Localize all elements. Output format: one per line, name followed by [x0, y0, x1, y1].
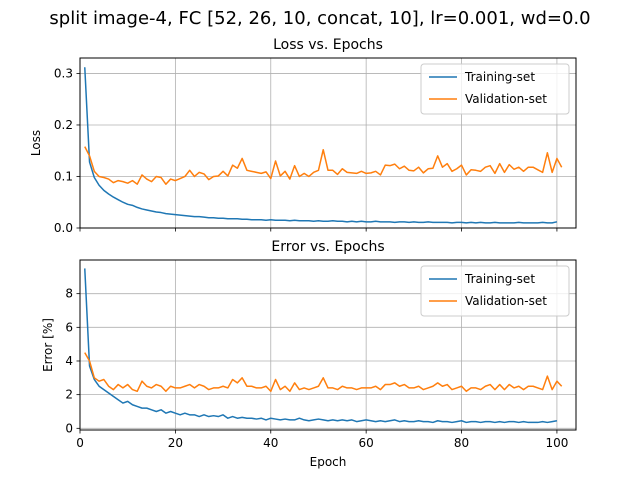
error-title: Error vs. Epochs [271, 239, 384, 255]
error-legend-label-training: Training-set [464, 272, 535, 286]
loss-plot-area: 0.0 0.1 0.2 0.3 Training-set Validation-set [54, 57, 577, 235]
loss-ytick-label-0: 0.0 [54, 221, 73, 235]
loss-subplot: Loss vs. Epochs 0.0 0.1 0.2 0.3 Training-se… [29, 37, 577, 235]
error-axes-frame [79, 259, 577, 431]
error-ylabel: Error [%] [41, 318, 55, 372]
loss-series-line-training [84, 67, 558, 224]
loss-legend-label-training: Training-set [464, 70, 535, 84]
loss-series-line-validation [84, 146, 563, 185]
loss-legend-label-validation: Validation-set [465, 92, 547, 106]
error-legend-box [420, 265, 570, 317]
error-series-line-validation [84, 352, 563, 393]
error-legend: Training-set Validation-set [420, 265, 570, 317]
error-ytick-label-2: 4 [65, 354, 73, 368]
loss-title: Loss vs. Epochs [273, 37, 383, 53]
error-legend-label-validation: Validation-set [465, 294, 547, 308]
error-xtick-label-5: 100 [545, 436, 568, 450]
loss-legend-box [420, 63, 570, 115]
error-ytick-label-1: 2 [65, 388, 73, 402]
loss-ytick-label-1: 0.1 [54, 169, 73, 183]
loss-ticks: 0.0 0.1 0.2 0.3 [54, 66, 558, 235]
figure-suptitle: split image-4, FC [52, 26, 10, concat, 1… [49, 8, 590, 29]
error-plot-area: 0 20 40 60 80 100 0 2 4 6 8 Training-set Validation… [65, 259, 577, 450]
loss-legend: Training-set Validation-set [420, 63, 570, 115]
error-xtick-label-0: 0 [76, 436, 84, 450]
error-xlabel: Epoch [310, 455, 347, 469]
error-subplot: Error vs. Epochs 0 20 40 60 80 100 0 2 4 6 8 Train… [41, 239, 577, 469]
error-ytick-label-0: 0 [65, 421, 73, 435]
error-series [84, 268, 563, 424]
error-xtick-label-4: 80 [454, 436, 469, 450]
loss-series [84, 67, 563, 224]
error-xtick-label-3: 60 [359, 436, 374, 450]
error-xtick-label-1: 20 [168, 436, 183, 450]
error-ticks: 0 20 40 60 80 100 0 2 4 6 8 [65, 287, 568, 450]
error-ytick-label-4: 8 [65, 287, 73, 301]
loss-ylabel: Loss [29, 130, 43, 156]
loss-ytick-label-3: 0.3 [54, 66, 73, 80]
loss-ytick-label-2: 0.2 [54, 118, 73, 132]
loss-axes-frame [79, 57, 577, 229]
error-series-line-training [84, 268, 558, 424]
error-ytick-label-3: 6 [65, 320, 73, 334]
error-xtick-label-2: 40 [263, 436, 278, 450]
